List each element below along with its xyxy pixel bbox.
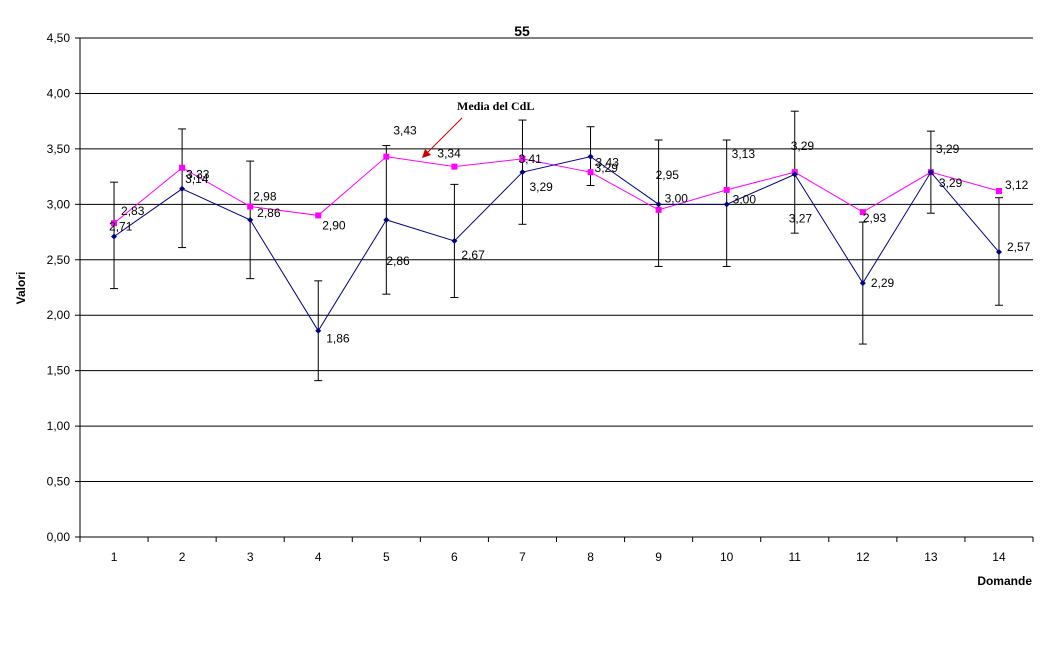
data-point-diamond [383, 216, 390, 223]
annotation-arrowhead [422, 149, 431, 158]
data-label: 2,93 [863, 211, 887, 225]
x-tick-label: 10 [720, 550, 734, 564]
data-label: 3,41 [518, 152, 542, 166]
x-tick-label: 9 [655, 550, 662, 564]
data-label: 3,27 [789, 211, 813, 225]
gridlines [80, 37, 1033, 538]
error-bars [110, 110, 1003, 382]
data-label: 3,29 [595, 161, 619, 175]
x-tick-label: 8 [587, 550, 594, 564]
data-label: 3,00 [665, 191, 689, 205]
y-tick-label: 2,00 [47, 308, 71, 322]
data-point-square [179, 164, 186, 171]
data-point-diamond [315, 327, 322, 334]
data-label: 2,71 [109, 219, 133, 233]
data-point-diamond [791, 171, 798, 178]
data-point-square [587, 169, 594, 176]
x-tick-label: 7 [519, 550, 526, 564]
data-label: 1,86 [326, 332, 350, 346]
x-tick-label: 3 [247, 550, 254, 564]
x-tick-label: 12 [856, 550, 870, 564]
data-point-square [315, 212, 322, 219]
y-tick-labels: 0,00 0,50 1,00 1,50 2,00 2,50 3,00 3,50 4,00 4,50 [47, 31, 80, 544]
data-point-diamond [655, 201, 662, 208]
data-label: 3,29 [936, 142, 960, 156]
y-tick-label: 4,00 [47, 86, 71, 100]
x-tick-label: 2 [179, 550, 186, 564]
data-label: 3,00 [733, 192, 757, 206]
data-point-diamond [587, 153, 594, 160]
series-layer [111, 153, 1002, 334]
data-label: 2,95 [656, 168, 680, 182]
data-label: 2,90 [322, 218, 346, 232]
data-label: 3,13 [732, 147, 756, 161]
data-label: 3,29 [529, 180, 553, 194]
data-point-diamond [247, 216, 254, 223]
y-axis-title: Valori [14, 272, 28, 305]
data-point-square [383, 153, 390, 160]
data-point-square [451, 163, 458, 170]
y-tick-label: 0,50 [47, 475, 71, 489]
data-label: 2,57 [1007, 240, 1031, 254]
data-point-diamond [723, 201, 730, 208]
x-tick-label: 6 [451, 550, 458, 564]
data-label: 2,86 [386, 254, 410, 268]
data-label: 3,12 [1005, 178, 1029, 192]
data-point-diamond [179, 185, 186, 192]
series-line [113, 156, 1000, 224]
y-tick-label: 4,50 [47, 31, 71, 45]
data-label: 3,29 [939, 176, 963, 190]
chart-title: 55 [514, 23, 530, 39]
x-tick-labels: 1 2 3 4 5 6 7 8 9 10 11 12 13 14 [79, 537, 1034, 564]
data-label: 3,34 [437, 147, 461, 161]
series-line [113, 156, 1000, 332]
data-label: 2,98 [253, 190, 277, 204]
data-label: 3,43 [393, 124, 417, 138]
annotation-label: Media del CdL [457, 99, 534, 113]
data-point-diamond [995, 249, 1002, 256]
x-tick-label: 11 [789, 550, 802, 564]
x-tick-label: 4 [315, 550, 322, 564]
data-point-diamond [451, 237, 458, 244]
annotation-arrow [427, 117, 463, 153]
data-point-square [859, 209, 866, 216]
data-label: 3,29 [791, 139, 815, 153]
data-point-diamond [859, 280, 866, 287]
data-point-diamond [111, 233, 118, 240]
x-tick-label: 5 [383, 550, 390, 564]
data-point-square [111, 220, 118, 227]
data-point-diamond [927, 169, 934, 176]
x-tick-label: 1 [111, 550, 118, 564]
y-tick-label: 3,00 [47, 197, 71, 211]
x-tick-label: 13 [924, 550, 938, 564]
y-tick-label: 1,00 [47, 419, 71, 433]
y-tick-label: 3,50 [47, 142, 71, 156]
data-label: 3,43 [596, 156, 620, 170]
data-point-square [247, 203, 254, 210]
data-point-square [519, 155, 526, 162]
data-point-square [723, 186, 730, 193]
data-point-diamond [519, 169, 526, 176]
data-label: 2,29 [871, 276, 895, 290]
data-point-square [655, 206, 662, 213]
y-tick-label: 0,00 [47, 530, 71, 544]
x-tick-label: 14 [992, 550, 1006, 564]
data-label: 2,67 [461, 248, 485, 262]
data-label: 3,33 [186, 168, 210, 182]
x-axis-title: Domande [977, 574, 1032, 588]
data-label: 3,14 [185, 172, 209, 186]
data-label: 2,86 [257, 206, 281, 220]
data-point-square [995, 188, 1002, 195]
data-label: 2,83 [121, 204, 145, 218]
y-tick-label: 1,50 [47, 364, 71, 378]
annotation: Media del CdL [422, 99, 534, 158]
y-tick-label: 2,50 [47, 253, 71, 267]
data-labels: 2,713,142,861,862,86 2,673,293,433,00 3,00… [109, 124, 1031, 346]
